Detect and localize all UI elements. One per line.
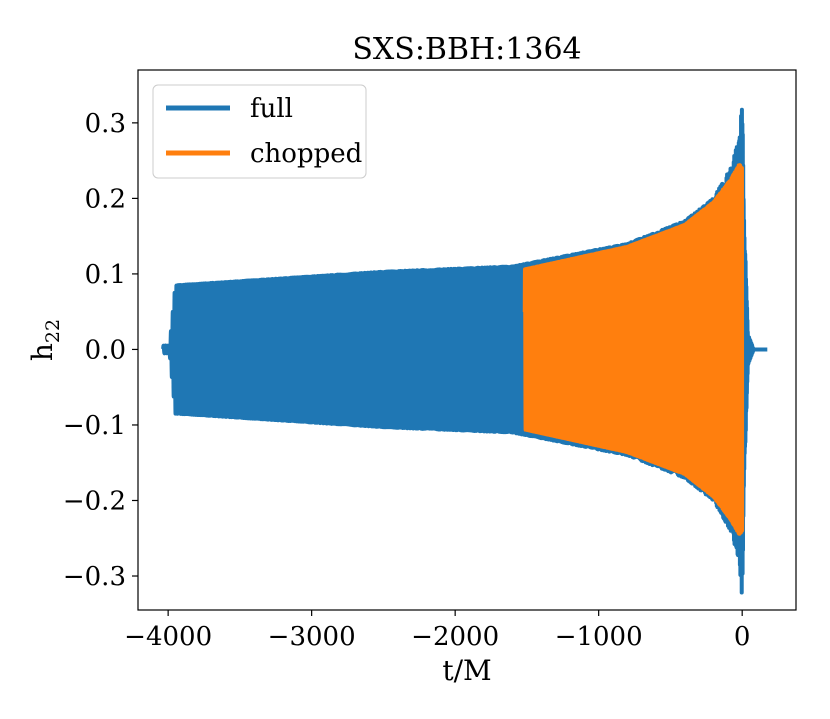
chart-title: SXS:BBH:1364 xyxy=(352,32,581,67)
y-tick-label: 0.0 xyxy=(85,335,126,365)
x-tick-label: 0 xyxy=(734,622,751,652)
x-axis-label: t/M xyxy=(442,654,491,687)
y-axis-label: h22 xyxy=(26,319,64,361)
legend: full chopped xyxy=(152,84,367,179)
axes-frame xyxy=(137,69,797,611)
y-tick-label: −0.3 xyxy=(63,562,126,592)
y-axis-label-main: h xyxy=(26,343,59,361)
y-tick-label: −0.1 xyxy=(63,411,126,441)
x-tick-label: −2000 xyxy=(411,622,499,652)
y-tick-label: 0.1 xyxy=(85,260,126,290)
legend-label-chopped: chopped xyxy=(250,139,362,169)
x-tick-label: −1000 xyxy=(555,622,643,652)
legend-label-full: full xyxy=(250,94,293,124)
x-tick-label: −4000 xyxy=(124,622,212,652)
plot-area xyxy=(161,107,770,595)
y-tick-label: 0.2 xyxy=(85,184,126,214)
x-axis: −4000 −3000 −2000 −1000 0 xyxy=(124,610,750,652)
y-tick-label: 0.3 xyxy=(85,109,126,139)
series-chopped xyxy=(522,163,745,536)
y-axis: −0.3 −0.2 −0.1 0.0 0.1 0.2 0.3 xyxy=(63,109,138,592)
x-tick-label: −3000 xyxy=(268,622,356,652)
y-axis-label-sub: 22 xyxy=(42,319,64,343)
y-tick-label: −0.2 xyxy=(63,486,126,516)
series-line-chopped xyxy=(522,163,745,536)
